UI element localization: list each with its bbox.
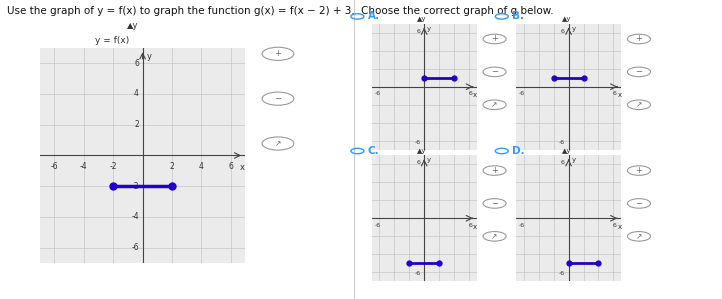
Text: Choose the correct graph of g below.: Choose the correct graph of g below. [361,6,554,16]
Text: 4: 4 [199,162,204,171]
Text: -6: -6 [375,91,381,96]
Text: D.: D. [512,146,524,156]
Text: x: x [473,92,477,98]
Text: ▲y: ▲y [417,16,427,22]
Text: 6: 6 [561,29,565,33]
Text: ↗: ↗ [492,232,497,241]
Text: +: + [274,49,282,58]
Text: -6: -6 [559,140,565,145]
Text: 6: 6 [613,223,617,228]
Text: −: − [635,199,643,208]
Text: +: + [491,34,498,43]
Text: A.: A. [367,11,380,22]
Text: ↗: ↗ [636,232,642,241]
Text: −: − [635,67,643,76]
Text: ▲y: ▲y [562,16,571,22]
Text: y: y [427,157,431,163]
Text: 6: 6 [469,223,472,228]
Text: -6: -6 [131,243,139,252]
Text: 6: 6 [417,160,420,165]
Text: 4: 4 [134,89,139,98]
Text: -2: -2 [131,182,139,191]
Text: -6: -6 [519,223,526,228]
Text: 6: 6 [228,162,233,171]
Text: 2: 2 [134,120,139,129]
Text: 6: 6 [469,91,472,96]
Text: -6: -6 [519,91,526,96]
Text: -6: -6 [414,271,420,276]
Text: +: + [635,166,643,175]
Text: y: y [572,157,575,163]
Text: y: y [147,52,152,62]
Text: x: x [617,224,622,230]
Text: 6: 6 [134,59,139,68]
Text: ↗: ↗ [492,100,497,109]
Text: y: y [427,26,431,32]
Text: +: + [635,34,643,43]
Text: -4: -4 [131,213,139,222]
Text: -6: -6 [51,162,58,171]
Text: 6: 6 [561,160,565,165]
Text: x: x [473,224,477,230]
Text: ↗: ↗ [275,139,281,148]
Text: ↗: ↗ [636,100,642,109]
Text: −: − [274,94,282,103]
Text: B.: B. [512,11,524,22]
Text: 6: 6 [613,91,617,96]
Text: 2: 2 [170,162,175,171]
Text: ▲y: ▲y [126,21,138,30]
Text: x: x [240,163,245,172]
Text: -6: -6 [375,223,381,228]
Text: Use the graph of y = f(x) to graph the function g(x) = f(x − 2) + 3.: Use the graph of y = f(x) to graph the f… [7,6,355,16]
Text: +: + [491,166,498,175]
Text: x: x [617,92,622,98]
Text: 6: 6 [417,29,420,33]
Text: -6: -6 [559,271,565,276]
Text: ▲y: ▲y [417,148,427,154]
Text: C.: C. [367,146,379,156]
Text: y = f(x): y = f(x) [95,36,129,45]
Text: −: − [491,67,498,76]
Text: -4: -4 [80,162,87,171]
Text: y: y [572,26,575,32]
Text: -2: -2 [110,162,117,171]
Text: ▲y: ▲y [562,148,571,154]
Text: −: − [491,199,498,208]
Text: -6: -6 [414,140,420,145]
